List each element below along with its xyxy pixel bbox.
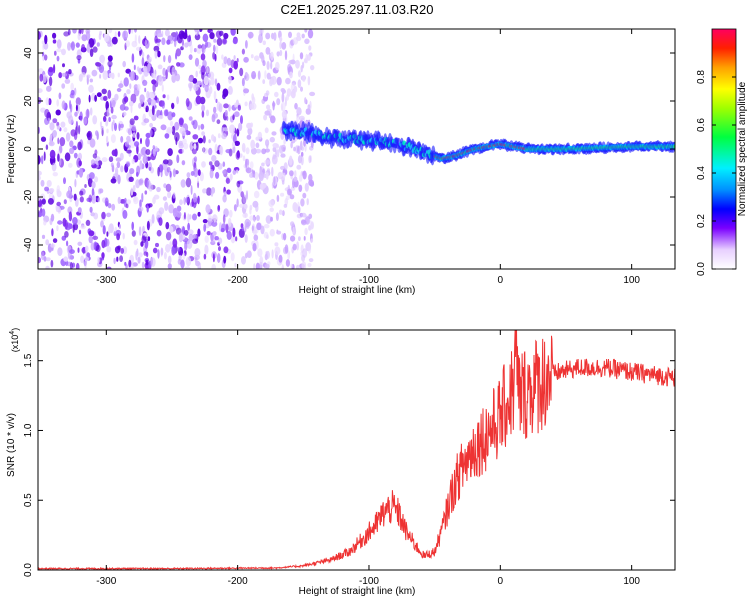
spectrogram-signal-track [281, 120, 675, 166]
spectrogram-x-tick-label: -100 [359, 275, 379, 286]
colorbar-label: Normalized spectral amplitude [737, 81, 748, 216]
colorbar-tick-label: 0.6 [696, 118, 707, 132]
snr-x-axis: -300 -200 -100 0 100 [96, 330, 640, 587]
colorbar-tick-label: 0.0 [696, 262, 707, 276]
colorbar-tick-label: 0.4 [696, 166, 707, 180]
spectrogram-y-tick-label: -40 [23, 237, 34, 252]
spectrogram-y-tick-label: 40 [23, 47, 34, 59]
colorbar: 0.0 0.2 0.4 0.6 0.8 Normalized spectral ampl… [696, 28, 748, 276]
spectrogram-y-tick-label: 20 [23, 95, 34, 107]
spectrogram-x-tick-label: 100 [623, 275, 640, 286]
colorbar-ticks: 0.0 0.2 0.4 0.6 0.8 [696, 70, 736, 276]
snr-y-multiplier: (x104) [9, 328, 20, 352]
figure-title: C2E1.2025.297.11.03.R20 [281, 2, 434, 17]
spectrogram-x-tick-label: -200 [228, 275, 248, 286]
snr-y-tick-label: 1.5 [23, 353, 34, 367]
colorbar-tick-label: 0.2 [696, 214, 707, 228]
spectrogram-x-tick-label: -300 [96, 275, 116, 286]
spectrogram-y-axis: -40 -20 0 20 40 [23, 47, 675, 252]
snr-y-tick-label: 1.0 [23, 423, 34, 437]
spectrogram-y-tick-label: 0 [23, 146, 34, 152]
snr-y-label: SNR (10 * v/v) [6, 413, 17, 477]
snr-x-tick-label: -200 [228, 576, 248, 587]
snr-x-tick-label: -100 [359, 576, 379, 587]
spectrogram-x-axis: -300 -200 -100 0 100 [96, 29, 640, 286]
snr-series-line [38, 330, 675, 570]
snr-y-tick-label: 0.0 [23, 563, 34, 577]
snr-panel: -300 -200 -100 0 100 0.0 0.5 1.0 1.5 Height of … [6, 328, 676, 597]
spectrogram-x-label: Height of straight line (km) [299, 285, 416, 296]
spectrogram-noise-field [38, 29, 316, 269]
snr-x-label: Height of straight line (km) [299, 586, 416, 597]
spectrogram-y-tick-label: -20 [23, 189, 34, 204]
snr-x-tick-label: 0 [498, 576, 504, 587]
snr-y-tick-label: 0.5 [23, 493, 34, 507]
snr-x-tick-label: 100 [623, 576, 640, 587]
colorbar-gradient [711, 28, 737, 270]
snr-y-axis: 0.0 0.5 1.0 1.5 [23, 353, 675, 577]
spectrogram-y-label: Frequency (Hz) [6, 115, 17, 184]
colorbar-tick-label: 0.8 [696, 70, 707, 84]
snr-plot-frame [37, 329, 676, 571]
spectrogram-x-tick-label: 0 [498, 275, 504, 286]
snr-x-tick-label: -300 [96, 576, 116, 587]
